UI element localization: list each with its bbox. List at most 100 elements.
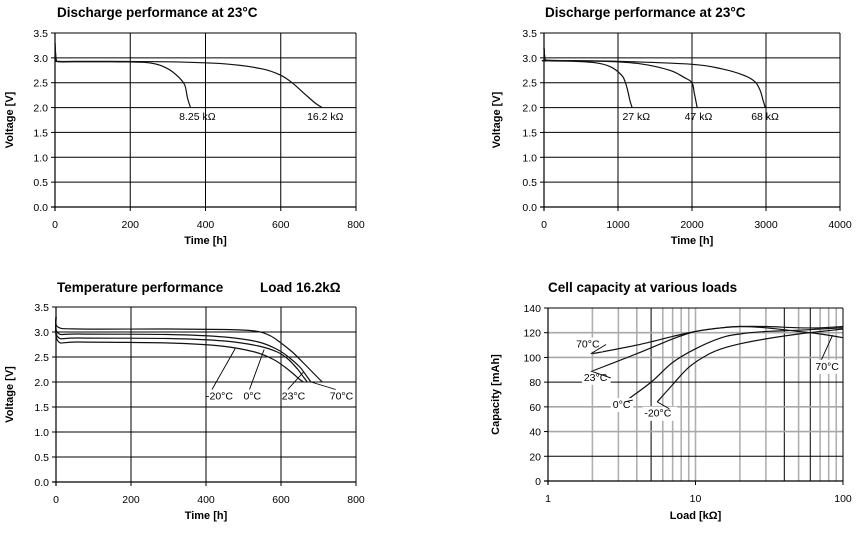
y-tick-label: 3.5: [34, 302, 49, 314]
chart-title: Temperature performance: [57, 280, 224, 295]
x-tick-label: 0: [541, 219, 547, 231]
series-line-27-k-: [543, 47, 633, 108]
annotation-pointer: [249, 349, 265, 390]
annotation-label: 23°C: [584, 372, 608, 384]
y-tick-label: 2.5: [33, 78, 48, 90]
y-tick-label: 0.5: [34, 452, 49, 464]
chart-capacity: Cell capacity at various loads 0 20 40 60 80 1…: [490, 280, 852, 522]
y-tick-label: 80: [529, 377, 541, 389]
annotation-label: 0°C: [244, 391, 262, 403]
x-tick-label: 800: [347, 494, 365, 506]
series-line-16-2-k-: [54, 42, 323, 109]
y-axis-label: Capacity [mAh]: [490, 354, 502, 435]
y-tick-label: 3.5: [33, 28, 48, 40]
x-tick-label: 600: [272, 219, 290, 231]
annotation-pointer: [310, 381, 336, 390]
annotation-label: 27 kΩ: [622, 111, 650, 123]
y-tick-label: 0.0: [33, 202, 48, 214]
x-tick-label: 400: [197, 219, 215, 231]
annotation-label: 47 kΩ: [685, 111, 713, 123]
chart-title: Discharge performance at 23°C: [545, 5, 746, 20]
annotation-pointer: [590, 370, 611, 379]
series-line-23-c: [55, 316, 312, 383]
annotation-pointer: [211, 348, 236, 390]
y-tick-label: 3.0: [522, 53, 537, 65]
y-tick-label: 0.0: [522, 202, 537, 214]
series-line--20-c: [656, 328, 844, 403]
series-line-70-c: [55, 316, 323, 383]
x-tick-label: 100: [834, 493, 852, 505]
annotation-bg: [813, 359, 843, 374]
y-tick-label: 2.0: [34, 377, 49, 389]
y-tick-label: 1.0: [522, 152, 537, 164]
x-tick-label: 1: [545, 493, 551, 505]
x-tick-label: 3000: [754, 219, 778, 231]
x-tick-label: 200: [121, 219, 139, 231]
x-tick-label: 400: [197, 494, 215, 506]
chart-discharge_low: Discharge performance at 23°C 0.0 0.5 1.0 1.…: [4, 5, 365, 247]
annotation-pointer: [656, 401, 670, 410]
y-tick-label: 1.5: [33, 127, 48, 139]
series-line-0-c: [624, 327, 844, 403]
y-tick-label: 1.0: [34, 427, 49, 439]
annotation-pointer: [287, 371, 304, 390]
annotation-label: 70°C: [330, 391, 354, 403]
annotation-label: 8.25 kΩ: [179, 111, 216, 123]
series-line-47-k-: [542, 47, 698, 108]
y-tick-label: 1.5: [34, 402, 49, 414]
y-tick-label: 1.0: [33, 152, 48, 164]
x-tick-label: 2000: [680, 219, 704, 231]
y-tick-label: 60: [529, 402, 541, 414]
y-tick-label: 2.5: [34, 352, 49, 364]
y-tick-label: 3.0: [34, 327, 49, 339]
y-axis-label: Voltage [V]: [4, 366, 16, 423]
annotation-label: 16.2 kΩ: [307, 111, 344, 123]
annotation-label: 23°C: [282, 391, 306, 403]
x-tick-label: 1000: [606, 219, 630, 231]
chart-discharge_high: Discharge performance at 23°C 0.0 0.5 1.0 1.…: [491, 5, 852, 247]
annotation-bg: [574, 337, 603, 352]
y-tick-label: 140: [523, 303, 541, 315]
x-tick-label: 4000: [828, 219, 852, 231]
annotation-pointer: [590, 344, 607, 355]
x-tick-label: 200: [122, 494, 140, 506]
annotation-bg: [642, 406, 678, 421]
y-tick-label: 3.0: [33, 53, 48, 65]
x-axis-label: Time [h]: [185, 510, 228, 522]
y-tick-label: 2.0: [33, 103, 48, 115]
annotation-label: 0°C: [613, 399, 631, 411]
y-tick-label: 40: [529, 427, 541, 439]
x-tick-label: 0: [53, 494, 59, 506]
y-tick-label: 3.5: [522, 28, 537, 40]
y-axis-label: Voltage [V]: [4, 91, 16, 148]
annotation-label: -20°C: [644, 408, 671, 420]
chart-temperature: Temperature performance Load 16.2kΩ 0.0 0.5…: [4, 280, 365, 522]
y-tick-label: 1.5: [522, 127, 537, 139]
series-line-23-c: [592, 325, 844, 372]
y-tick-label: 20: [529, 451, 541, 463]
chart-title: Cell capacity at various loads: [548, 280, 737, 295]
x-tick-label: 600: [272, 494, 290, 506]
annotation-label: 70°C: [576, 339, 600, 351]
x-tick-label: 800: [347, 219, 365, 231]
x-axis-label: Load [kΩ]: [670, 510, 722, 522]
x-tick-label: 10: [690, 493, 702, 505]
annotation-label: 68 kΩ: [751, 111, 779, 123]
series-line-8-25-k-: [54, 42, 192, 108]
y-axis-label: Voltage [V]: [491, 91, 503, 148]
y-tick-label: 0.5: [33, 177, 48, 189]
annotation-bg: [581, 370, 611, 385]
series-line--20-c: [55, 316, 304, 383]
y-tick-label: 0.0: [34, 477, 49, 489]
annotation-pointer: [624, 399, 633, 403]
y-tick-label: 100: [523, 352, 541, 364]
chart-subtitle: Load 16.2kΩ: [260, 280, 341, 295]
series-line-68-k-: [541, 47, 766, 108]
x-tick-label: 0: [52, 219, 58, 231]
annotation-label: -20°C: [206, 391, 233, 403]
annotation-label: 70°C: [815, 361, 839, 373]
y-tick-label: 0: [535, 476, 541, 488]
chart-title: Discharge performance at 23°C: [57, 5, 258, 20]
annotation-pointer: [820, 334, 833, 360]
